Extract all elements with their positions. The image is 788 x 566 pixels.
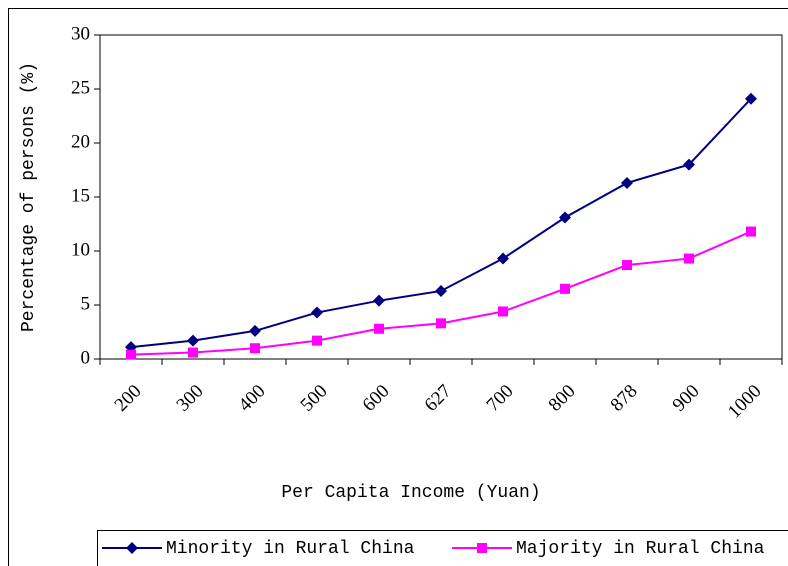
x-tick-label: 627 [421, 381, 456, 416]
x-tick-label: 900 [669, 381, 704, 416]
point [498, 306, 508, 317]
x-tick-label: 500 [297, 381, 332, 416]
legend-label: Minority in Rural China [166, 539, 415, 559]
y-tick-label: 15 [71, 185, 90, 206]
legend-marker [126, 542, 138, 554]
y-axis-title: Percentage of persons (%) [19, 62, 39, 332]
point [559, 211, 571, 224]
x-tick-label: 300 [173, 381, 208, 416]
x-tick-label: 700 [483, 381, 518, 416]
x-tick-label: 878 [607, 381, 642, 416]
y-tick-label: 20 [71, 131, 90, 152]
point [187, 334, 199, 347]
point [250, 343, 260, 354]
x-tick-label: 800 [545, 381, 580, 416]
x-tick-label: 600 [359, 381, 394, 416]
point [373, 294, 385, 307]
point [249, 324, 261, 337]
point [622, 260, 632, 271]
x-axis-title: Per Capita Income (Yuan) [281, 483, 540, 503]
x-tick-label: 1000 [724, 381, 766, 423]
point [436, 318, 446, 329]
point [497, 252, 509, 265]
y-tick-label: 0 [81, 347, 91, 368]
legend-marker [477, 543, 487, 553]
point [560, 283, 570, 294]
point [188, 347, 198, 358]
x-tick-label: 400 [235, 381, 270, 416]
x-tick-label: 200 [111, 381, 146, 416]
plot-area [99, 34, 783, 360]
point [374, 323, 384, 334]
point [621, 176, 633, 189]
point [126, 349, 136, 360]
y-tick-label: 30 [71, 23, 90, 44]
legend-label: Majority in Rural China [516, 539, 765, 559]
point [435, 284, 447, 297]
point [745, 92, 757, 105]
point [684, 253, 694, 264]
series-line [130, 98, 752, 349]
point [312, 335, 322, 346]
y-tick-label: 5 [81, 293, 91, 314]
point [746, 226, 756, 237]
point [683, 158, 695, 171]
point [311, 306, 323, 319]
y-tick-label: 10 [71, 239, 90, 260]
chart-frame [8, 8, 788, 566]
y-tick-label: 25 [71, 77, 90, 98]
legend-box [97, 530, 788, 566]
